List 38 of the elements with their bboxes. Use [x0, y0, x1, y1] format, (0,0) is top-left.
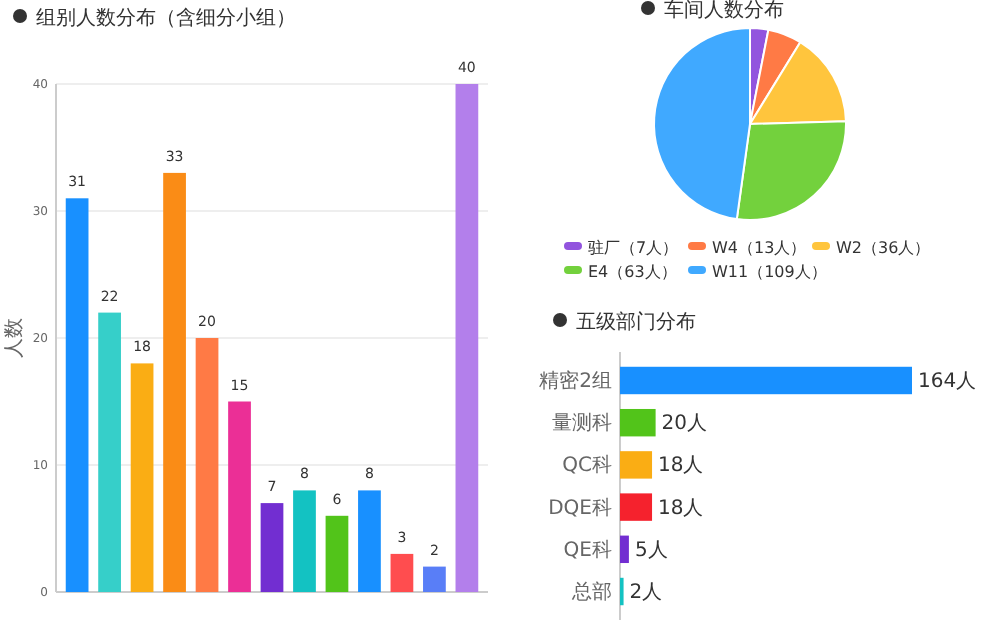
legend-label: W2（36人） — [836, 239, 931, 258]
legend-label: E4（63人） — [588, 263, 677, 282]
chart-title: 五级部门分布 — [576, 310, 696, 334]
data-label: 2人 — [629, 581, 663, 604]
bar — [293, 490, 316, 592]
y-tick-label: DQE科 — [548, 495, 612, 520]
data-label: 18人 — [658, 497, 704, 520]
bar — [390, 553, 414, 592]
bar — [620, 451, 653, 479]
legend-label: 驻厂（7人） — [588, 239, 679, 258]
bar — [358, 490, 381, 592]
bar — [130, 363, 154, 592]
bar — [423, 566, 446, 592]
y-tick-label: QC科 — [562, 453, 612, 478]
y-tick-label: QE科 — [563, 537, 612, 562]
y-tick-label: 精密2组 — [539, 368, 612, 393]
bar — [455, 84, 479, 592]
data-label: 18人 — [658, 455, 704, 478]
bar — [620, 366, 912, 395]
bar — [195, 338, 219, 592]
chart-title: 组别人数分布（含细分小组） — [36, 6, 296, 30]
y-axis-title: 人数 — [4, 318, 26, 358]
legend-label: W4（13人） — [712, 239, 807, 258]
bar — [325, 515, 349, 592]
bar — [98, 312, 121, 592]
data-label: 164人 — [918, 370, 977, 393]
y-tick-label: 量测科 — [552, 411, 612, 436]
bar — [260, 503, 284, 592]
bar — [228, 401, 251, 592]
data-label: 20人 — [661, 413, 708, 436]
bar — [163, 172, 186, 592]
bar — [620, 408, 656, 437]
y-tick-label: 总部 — [570, 579, 612, 604]
data-label: 5人 — [634, 539, 668, 562]
bar — [65, 198, 89, 592]
bar — [620, 535, 629, 564]
bar — [620, 493, 653, 521]
legend-label: W11（109人） — [712, 263, 827, 282]
